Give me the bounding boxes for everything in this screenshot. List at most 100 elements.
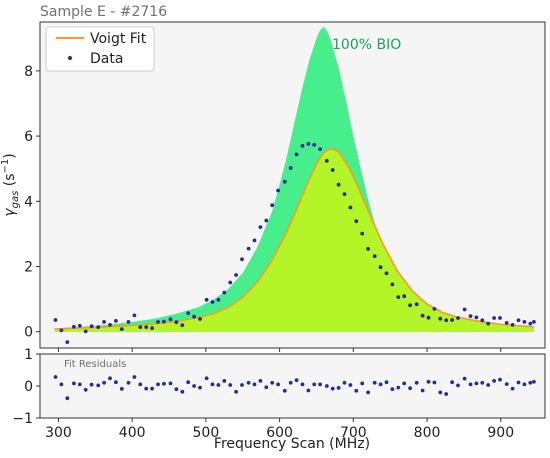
- x-tick-label: 600: [266, 425, 293, 441]
- data-point: [276, 188, 280, 193]
- residual-point: [486, 383, 491, 387]
- residual-point: [336, 386, 341, 390]
- residual-point: [342, 380, 347, 385]
- residual-point: [162, 381, 166, 386]
- data-point: [186, 311, 191, 315]
- residual-point: [532, 379, 536, 384]
- residual-point: [102, 380, 106, 385]
- x-tick-label: 300: [45, 425, 72, 441]
- data-point: [438, 316, 443, 321]
- data-point: [426, 315, 431, 320]
- residual-point: [384, 380, 389, 385]
- residual-point: [360, 381, 365, 386]
- residual-point: [198, 385, 202, 390]
- y-axis-title-unit-exp: −1: [0, 159, 11, 174]
- data-point: [522, 320, 527, 324]
- data-point: [372, 254, 377, 258]
- data-point: [336, 182, 341, 187]
- residual-point: [504, 382, 509, 386]
- data-point: [474, 315, 479, 320]
- legend: Voigt Fit Data: [45, 26, 155, 72]
- data-point: [450, 318, 454, 322]
- data-point: [360, 231, 365, 236]
- residual-point: [114, 380, 118, 385]
- residual-point: [150, 386, 155, 391]
- residual-point: [432, 380, 437, 385]
- data-point: [204, 297, 209, 302]
- axes-layer: 0 2 4 6 8 −1 0 1 300 400 500 600 700 800 900: [12, 64, 514, 441]
- x-tick-label: 500: [193, 425, 220, 441]
- data-point: [210, 300, 215, 304]
- data-point: [420, 313, 425, 318]
- bio-area: [54, 26, 534, 332]
- residual-point: [96, 383, 101, 388]
- residual-y-tick-label: 0: [24, 379, 33, 395]
- residual-point: [240, 383, 244, 387]
- residual-point: [522, 382, 527, 387]
- y-axis-title-unit-open: (s: [2, 174, 18, 191]
- chart-title: Sample E - #2716: [40, 4, 167, 20]
- residual-point: [324, 384, 329, 388]
- data-point: [312, 143, 317, 147]
- residual-point: [510, 386, 515, 391]
- data-point: [498, 316, 502, 320]
- residual-point: [480, 380, 485, 385]
- residual-point: [288, 380, 293, 385]
- fit-area: [54, 148, 534, 332]
- data-point: [402, 294, 407, 299]
- data-point: [282, 179, 287, 184]
- residual-point: [89, 382, 94, 387]
- residual-point: [258, 379, 263, 383]
- residual-point: [270, 380, 275, 385]
- residual-point: [246, 380, 251, 385]
- data-point: [138, 325, 143, 329]
- data-point: [102, 320, 106, 324]
- data-point: [444, 318, 449, 323]
- residual-point: [462, 376, 467, 381]
- data-point: [366, 247, 370, 251]
- data-point: [342, 192, 347, 197]
- residual-point: [77, 382, 82, 387]
- residual-label: Fit Residuals: [64, 359, 126, 370]
- data-point: [150, 326, 155, 330]
- data-point: [384, 271, 389, 276]
- data-point: [414, 302, 419, 307]
- residual-y-tick-label: 1: [24, 347, 33, 363]
- y-axis-title: γgas (s−1): [0, 153, 21, 216]
- residual-point: [474, 381, 479, 386]
- residual-point: [53, 375, 58, 379]
- residual-point: [408, 386, 412, 391]
- data-point: [114, 319, 118, 323]
- residual-point: [396, 385, 401, 390]
- data-point: [300, 144, 305, 148]
- data-point: [119, 327, 124, 331]
- data-point: [77, 323, 82, 328]
- residual-point: [138, 382, 143, 387]
- data-point: [174, 320, 179, 325]
- residual-point: [498, 377, 502, 382]
- data-point: [192, 314, 197, 319]
- residual-point: [318, 382, 322, 387]
- data-point: [89, 324, 94, 329]
- data-point: [456, 316, 460, 320]
- residual-point: [108, 376, 112, 381]
- data-point: [258, 225, 263, 230]
- data-point: [318, 147, 322, 152]
- x-tick-label: 400: [119, 425, 146, 441]
- data-point: [390, 282, 395, 287]
- residual-point: [366, 390, 370, 395]
- residual-y-tick-label: −1: [12, 411, 33, 427]
- data-point: [432, 307, 437, 311]
- data-point: [222, 290, 227, 295]
- legend-fit-label: Voigt Fit: [90, 31, 147, 47]
- data-point: [180, 323, 185, 328]
- residual-point: [264, 385, 269, 390]
- data-point: [108, 323, 112, 327]
- data-point: [168, 317, 173, 322]
- x-tick-label: 800: [414, 425, 441, 441]
- data-point: [156, 320, 160, 324]
- residual-point: [59, 382, 64, 387]
- residual-point: [390, 387, 395, 392]
- data-point: [240, 257, 244, 262]
- residual-point: [294, 378, 299, 383]
